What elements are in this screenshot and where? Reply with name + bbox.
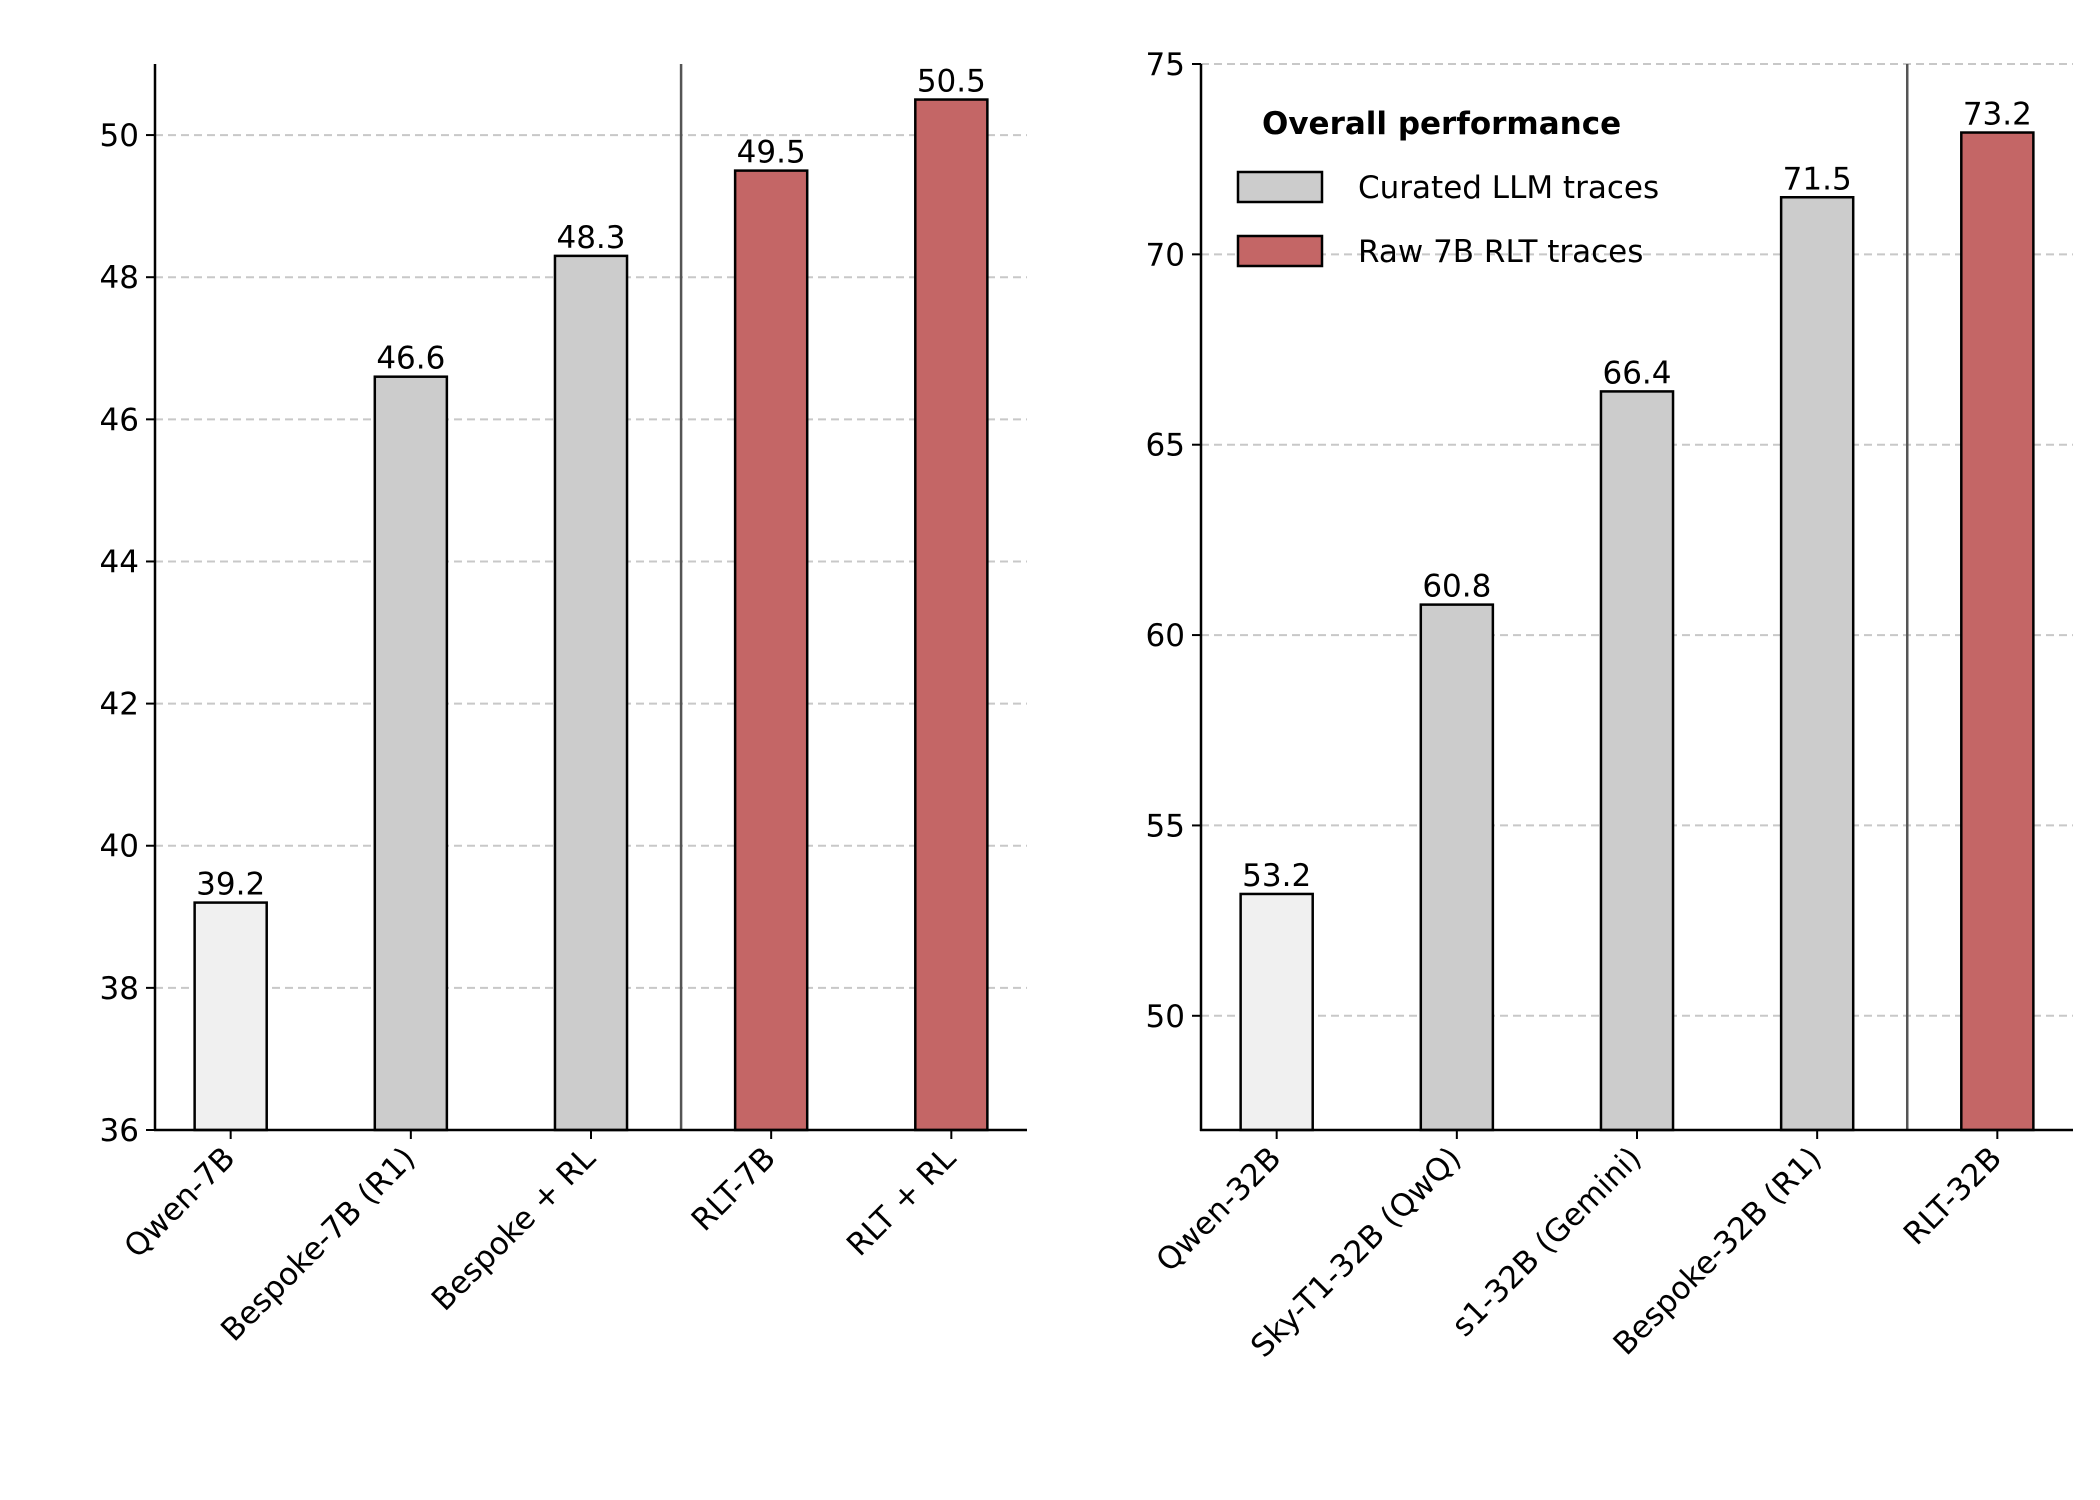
bar (193, 901, 268, 1132)
y-tick-label: 48 (100, 260, 139, 296)
value-label: 73.2 (1963, 97, 2032, 133)
y-tick-label: 70 (1146, 237, 1185, 273)
x-tick-label: RLT + RL (840, 1140, 964, 1264)
value-label: 66.4 (1602, 355, 1671, 391)
x-tick-label: s1-32B (Gemini) (1445, 1140, 1649, 1344)
y-tick-label: 38 (100, 971, 139, 1007)
y-tick-label: 65 (1146, 428, 1185, 464)
value-label: 71.5 (1783, 161, 1852, 197)
bar (1599, 390, 1675, 1132)
value-label: 53.2 (1242, 858, 1311, 894)
bar (1779, 196, 1855, 1132)
legend-title: Overall performance (1262, 106, 1621, 142)
y-tick-label: 75 (1146, 47, 1185, 83)
value-label: 50.5 (917, 64, 986, 100)
y-tick-label: 50 (100, 118, 139, 154)
x-tick-label: Bespoke-7B (R1) (214, 1140, 422, 1348)
x-tick-label: Bespoke + RL (425, 1140, 603, 1318)
x-tick-label: Qwen-7B (117, 1140, 242, 1265)
x-tick-label: RLT-7B (685, 1140, 783, 1238)
legend-swatch (1236, 234, 1324, 268)
bar (914, 98, 989, 1132)
bar (733, 169, 809, 1132)
bar (553, 254, 629, 1132)
x-tick-label: Qwen-32B (1149, 1140, 1288, 1279)
y-tick-label: 44 (100, 544, 139, 580)
value-label: 60.8 (1422, 569, 1491, 605)
value-label: 46.6 (376, 341, 445, 377)
value-label: 48.3 (556, 220, 625, 256)
legend: Overall performance Curated LLM traces Raw… (1236, 106, 1659, 270)
bar (1419, 603, 1495, 1132)
legend-label: Raw 7B RLT traces (1358, 234, 1643, 270)
legend-swatch (1236, 170, 1324, 204)
y-tick-label: 42 (100, 687, 139, 723)
y-tick-label: 55 (1146, 808, 1185, 844)
value-label: 39.2 (196, 867, 265, 903)
y-tick-label: 50 (1146, 999, 1185, 1035)
x-tick-label: RLT-32B (1897, 1140, 2009, 1252)
bar (373, 375, 449, 1132)
chart-panel: 36 38 40 42 44 46 48 50 39.2 Qwen-7B 46.6 Bespoke-7… (100, 64, 1027, 1348)
legend-label: Curated LLM traces (1358, 170, 1659, 206)
y-tick-label: 36 (100, 1113, 139, 1149)
y-tick-label: 46 (100, 402, 139, 438)
y-tick-label: 60 (1146, 618, 1185, 654)
bar (1960, 131, 2035, 1132)
y-tick-label: 40 (100, 829, 139, 865)
value-label: 49.5 (737, 135, 806, 171)
bar (1239, 892, 1314, 1132)
